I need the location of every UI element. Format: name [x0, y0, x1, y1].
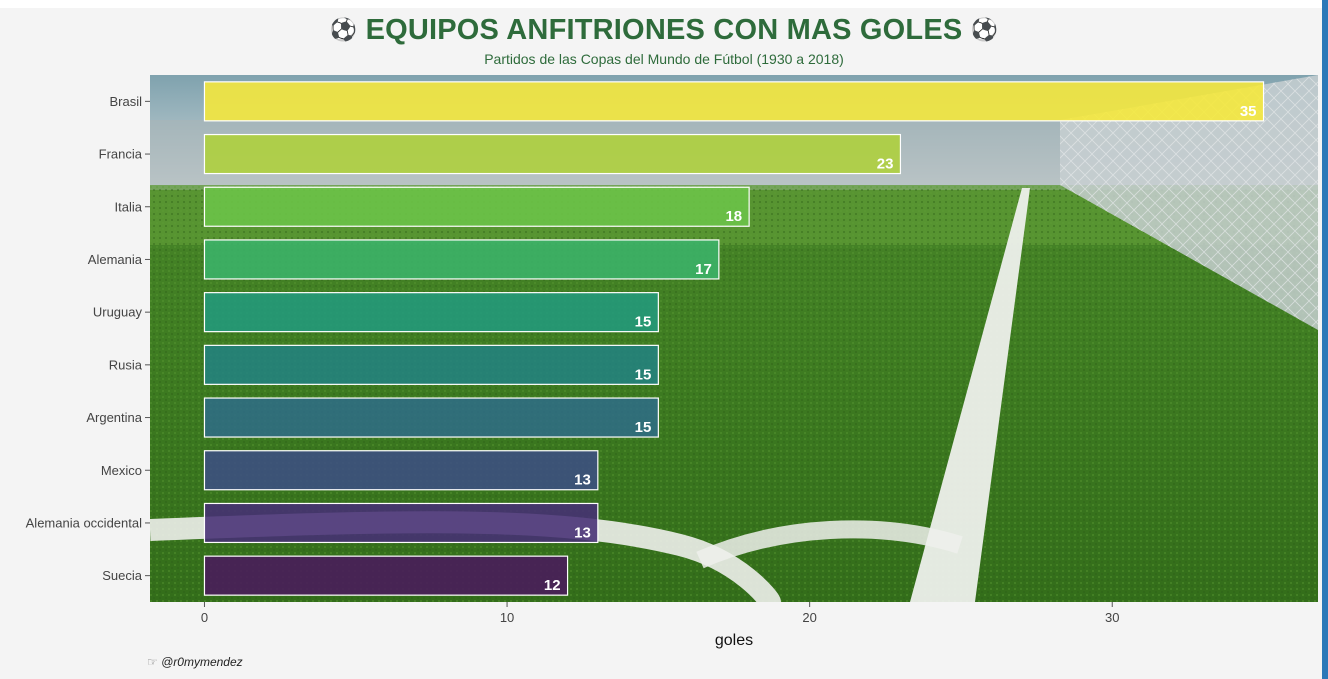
bar-mexico	[203, 450, 599, 491]
y-tick-label: Italia	[115, 199, 143, 214]
bar-value-label: 15	[635, 419, 652, 436]
y-tick-label: Rusia	[109, 357, 143, 372]
x-tick-label: 20	[802, 610, 816, 625]
bar-italia	[203, 186, 750, 227]
bar-francia	[203, 133, 902, 175]
bar-value-label: 17	[695, 261, 712, 278]
soccer-ball-icon: ⚽	[970, 17, 999, 42]
y-tick-label: Alemania	[88, 252, 143, 267]
x-tick-label: 0	[201, 610, 208, 625]
bar-value-label: 12	[544, 577, 561, 594]
bar-value-label: 13	[574, 524, 591, 541]
top-border	[0, 0, 1328, 8]
chart-subtitle: Partidos de las Copas del Mundo de Fútbo…	[484, 51, 844, 67]
chart-title-text: EQUIPOS ANFITRIONES CON MAS GOLES	[365, 14, 963, 46]
soccer-ball-icon: ⚽	[329, 17, 358, 42]
bar-value-label: 23	[877, 156, 894, 173]
y-tick-label: Suecia	[102, 568, 143, 583]
bar-argentina	[203, 397, 659, 438]
y-tick-label: Uruguay	[93, 305, 143, 320]
bar-value-label: 35	[1240, 103, 1257, 120]
window-edge	[1322, 0, 1328, 679]
bar-value-label: 18	[725, 208, 742, 225]
y-tick-label: Mexico	[101, 463, 142, 478]
x-axis-label: goles	[715, 632, 753, 649]
bar-brasil	[203, 81, 1265, 122]
bar-alemania	[203, 239, 720, 280]
y-tick-label: Argentina	[86, 410, 142, 425]
author-credit: ☞ @r0mymendez	[147, 655, 243, 669]
author-handle: @r0mymendez	[161, 655, 243, 669]
bar-alemania-occidental	[203, 502, 599, 544]
y-tick-label: Alemania occidental	[26, 515, 142, 530]
bar-uruguay	[203, 292, 659, 333]
bar-rusia	[203, 344, 659, 385]
bar-value-label: 15	[635, 366, 652, 383]
bar-value-label: 15	[635, 314, 652, 331]
bar-suecia	[203, 555, 569, 596]
chart-title: ⚽ EQUIPOS ANFITRIONES CON MAS GOLES ⚽	[0, 14, 1328, 47]
x-tick-label: 10	[500, 610, 514, 625]
x-tick-label: 30	[1105, 610, 1119, 625]
y-tick-label: Brasil	[109, 94, 142, 109]
bar-value-label: 13	[574, 472, 591, 489]
y-tick-label: Francia	[99, 147, 143, 162]
pointing-hand-icon: ☞	[147, 655, 158, 669]
